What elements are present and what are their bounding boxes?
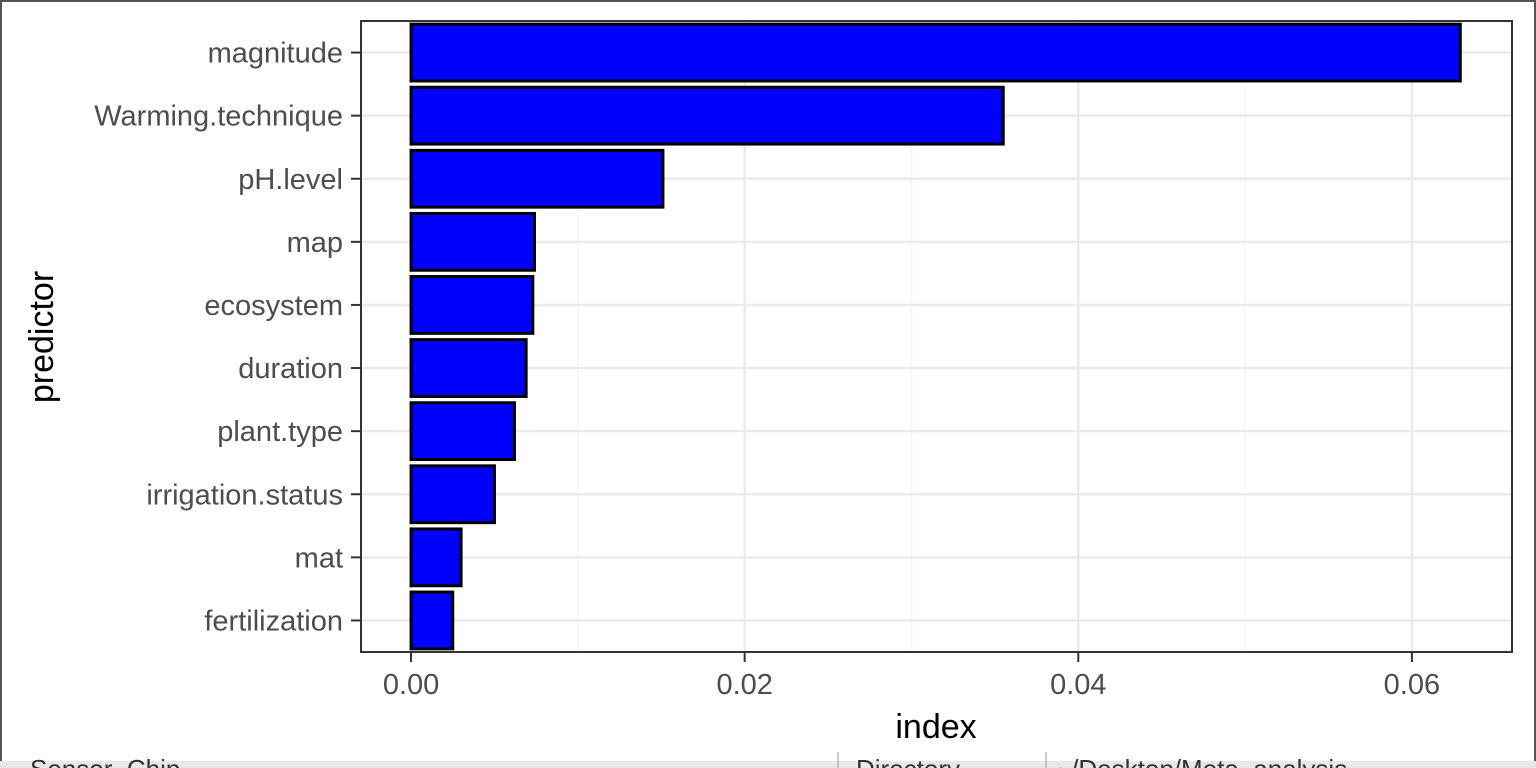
x-axis-title: index — [895, 708, 976, 746]
bar-plant-type — [409, 401, 516, 462]
y-tick-label: irrigation.status — [146, 479, 343, 511]
bar-ecosystem — [409, 275, 535, 335]
y-tick-label: map — [287, 227, 343, 259]
y-axis: magnitude Warming.technique pH.level map eco… — [94, 38, 361, 637]
x-tick-label: 0.04 — [1050, 669, 1106, 701]
x-tick-label: 0.00 — [383, 669, 439, 701]
y-tick-label: duration — [238, 353, 343, 385]
y-tick-label: mat — [295, 542, 343, 574]
bar-map — [409, 211, 536, 272]
panel-border — [360, 20, 1513, 653]
bar-fertilization — [409, 590, 455, 651]
y-axis-title: predictor — [23, 271, 61, 403]
y-tick-label: Warming.technique — [94, 101, 343, 133]
bottom-strip: Sensor_Chip Directory ~/Desktop/Meta_ana… — [0, 752, 1536, 768]
bottom-strip-right-text: ~/Desktop/Meta_analysis — [1056, 754, 1347, 768]
bar-irrigation-status — [409, 464, 496, 525]
bar-ph-level — [409, 148, 665, 209]
bars — [409, 22, 1462, 651]
bar-duration — [409, 338, 528, 398]
x-tick-label: 0.06 — [1384, 669, 1440, 701]
bottom-strip-background — [0, 761, 1536, 768]
y-tick-label: magnitude — [208, 38, 343, 70]
x-axis: 0.00 0.02 0.04 0.06 — [383, 652, 1440, 701]
bar-warming-technique — [409, 85, 1005, 146]
y-tick-label: ecosystem — [204, 290, 343, 322]
bar-magnitude — [409, 22, 1462, 83]
y-tick-label: plant.type — [217, 416, 343, 448]
bar-mat — [409, 527, 463, 588]
bottom-strip-middle-text: Directory — [856, 754, 960, 768]
x-tick-label: 0.02 — [716, 669, 772, 701]
y-tick-label: pH.level — [238, 164, 343, 196]
y-tick-label: fertilization — [204, 605, 343, 637]
bottom-strip-left-text: Sensor_Chip — [30, 754, 180, 768]
